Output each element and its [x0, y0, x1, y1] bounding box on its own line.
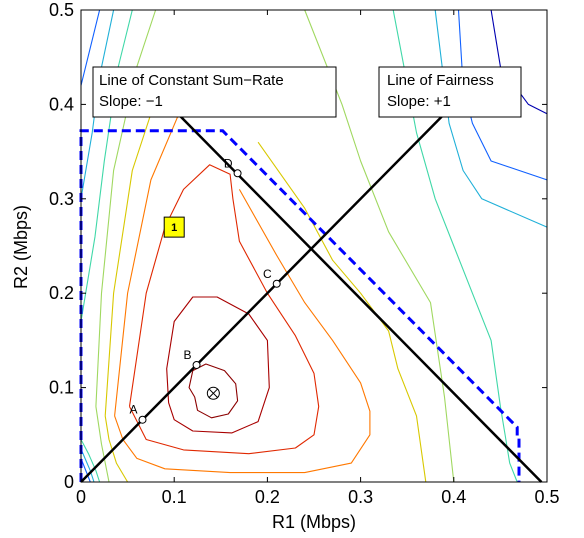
contour-line-18 [80, 439, 101, 483]
y-tick-label: 0.3 [49, 189, 74, 209]
y-tick-label: 0.4 [49, 94, 74, 114]
contour-line-2 [128, 164, 320, 455]
x-tick-label: 0.4 [441, 487, 466, 507]
point-b-label: B [184, 348, 192, 362]
plot-axes: 0 0.1 0.2 0.3 0.4 0.5 0 0.1 0.2 0.3 0.4 0.5 [49, 0, 560, 507]
annotation-fairness-label: Line of Fairness [387, 72, 494, 89]
contour-line-8 [95, 9, 157, 407]
contour-line-7 [104, 415, 129, 483]
annotation-sum-label: Line of Constant Sum−Rate [99, 72, 284, 89]
x-tick-label: 0.1 [162, 487, 187, 507]
contour-lines [80, 9, 548, 483]
contour-line-17 [80, 9, 101, 86]
x-tick-label: 0.2 [255, 487, 280, 507]
contour-line-12 [434, 9, 548, 228]
badge-1: 1 [163, 216, 185, 238]
contour-line-3 [114, 113, 180, 416]
point-a-label: A [129, 403, 137, 417]
contour-line-4 [114, 189, 371, 474]
optimum-marker-icon [206, 386, 220, 400]
point-d-marker [233, 169, 242, 178]
contour-line-5 [104, 85, 161, 416]
contour-line-20 [80, 458, 91, 483]
annotation-fairness: Line of Fairness Slope: +1 [378, 66, 522, 118]
badge-label: 1 [171, 222, 177, 234]
contour-line-19 [80, 448, 95, 483]
y-tick-label: 0.2 [49, 283, 74, 303]
annotation-fairness-slope: Slope: +1 [387, 93, 451, 110]
point-a-marker [138, 415, 147, 424]
plot-frame [80, 9, 548, 483]
region-boundary-line [79, 129, 521, 482]
x-tick-label: 0.5 [534, 487, 559, 507]
point-c-marker [272, 279, 281, 288]
y-axis-label: R2 (Mbps) [11, 205, 31, 289]
fairness-line [80, 103, 455, 483]
point-d-label: D [224, 156, 233, 170]
contour-line-13 [457, 9, 548, 181]
y-tick-label: 0.1 [49, 378, 74, 398]
annotation-constant-sum-rate: Line of Constant Sum−Rate Slope: −1 [92, 66, 337, 118]
badge-box [163, 216, 185, 238]
y-tick-label: 0.5 [49, 0, 74, 20]
constant-sum-rate-line [177, 113, 543, 483]
capacity-region-boundary [79, 129, 521, 482]
point-c-label: C [263, 267, 272, 281]
y-tick-label: 0 [64, 472, 74, 492]
operating-points: A B C D 1 [129, 156, 281, 424]
contour-line-15 [80, 9, 133, 322]
annotation-sum-slope: Slope: −1 [99, 93, 163, 110]
x-tick-label: 0.3 [348, 487, 373, 507]
contour-line-9 [304, 9, 455, 483]
x-tick-label: 0 [76, 487, 86, 507]
contour-line-0 [188, 363, 239, 419]
contour-line-10 [95, 406, 110, 483]
x-axis-label: R1 (Mbps) [272, 512, 356, 532]
point-b-marker [192, 360, 201, 369]
contour-line-1 [166, 296, 270, 434]
